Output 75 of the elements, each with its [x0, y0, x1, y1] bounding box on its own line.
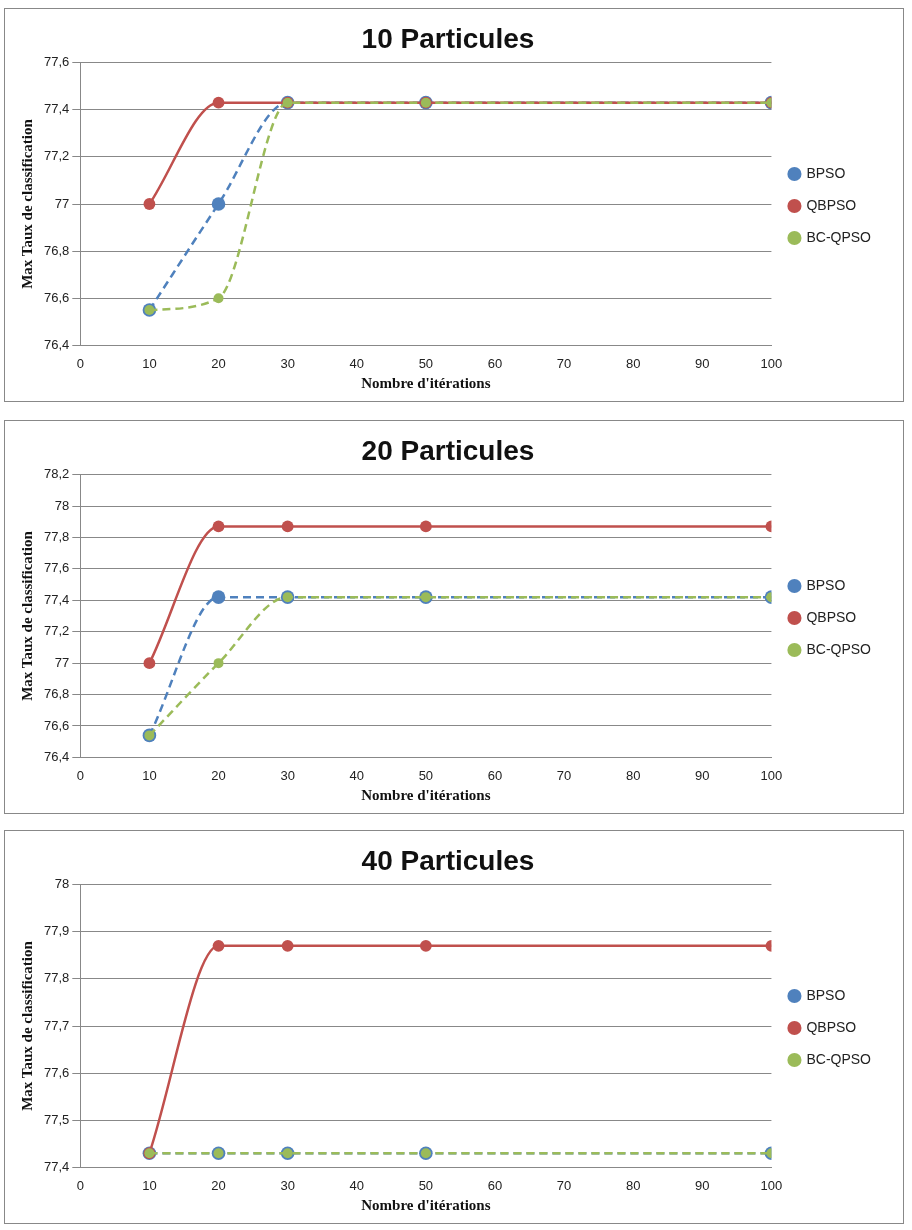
y-tick-label: 76,6: [43, 717, 70, 733]
legend-label: QBPSO: [806, 608, 857, 625]
y-tick-label: 77,8: [43, 970, 70, 986]
x-tick-label: 20: [211, 767, 226, 783]
y-tick-label: 77,6: [43, 1064, 70, 1080]
x-tick-label: 0: [76, 355, 84, 371]
x-tick-label: 40: [349, 355, 364, 371]
x-axis-title: Nombre d'itérations: [361, 374, 491, 391]
y-tick-label: 77: [54, 195, 70, 211]
y-tick-label: 77,4: [43, 591, 70, 607]
legend-label: BPSO: [806, 164, 846, 181]
y-tick-label: 76,4: [43, 336, 70, 352]
x-tick-label: 10: [142, 355, 157, 371]
x-tick-label: 70: [556, 767, 572, 783]
x-tick-label: 90: [695, 355, 710, 371]
x-tick-label: 20: [211, 355, 226, 371]
x-tick-label: 50: [418, 355, 434, 371]
x-tick-label: 60: [487, 355, 503, 371]
x-tick-label: 40: [349, 1177, 364, 1193]
y-axis-title: Max Taux de classification: [18, 118, 35, 289]
x-tick-label: 50: [418, 767, 434, 783]
y-axis-title: Max Taux de classification: [18, 530, 35, 701]
x-tick-label: 50: [418, 1177, 434, 1193]
y-tick-label: 76,6: [43, 289, 70, 305]
y-axis-title: Max Taux de classification: [18, 940, 35, 1111]
x-tick-label: 100: [760, 355, 783, 371]
x-tick-label: 100: [760, 1177, 783, 1193]
x-tick-label: 30: [280, 767, 295, 783]
y-tick-label: 76,8: [43, 242, 70, 258]
legend-label: BC-QPSO: [806, 1050, 872, 1067]
x-tick-label: 80: [625, 1177, 641, 1193]
legend-label: BPSO: [806, 576, 846, 593]
x-tick-label: 10: [142, 1177, 157, 1193]
x-tick-label: 40: [349, 767, 364, 783]
y-tick-label: 78,2: [43, 466, 70, 482]
x-tick-label: 10: [142, 767, 157, 783]
legend-label: BC-QPSO: [806, 640, 872, 657]
y-tick-label: 76,8: [43, 686, 70, 702]
y-tick-label: 76,4: [43, 748, 70, 764]
y-tick-label: 77,2: [43, 148, 70, 164]
y-tick-label: 77,4: [43, 1158, 70, 1174]
x-tick-label: 70: [556, 355, 572, 371]
chart-title: 40 Particules: [361, 844, 535, 876]
y-tick-label: 77,6: [43, 560, 70, 576]
y-tick-label: 77,2: [43, 623, 70, 639]
legend-label: BPSO: [806, 986, 846, 1003]
x-axis-title: Nombre d'itérations: [361, 1196, 491, 1213]
x-tick-label: 0: [76, 767, 84, 783]
y-tick-label: 78: [54, 497, 70, 513]
x-tick-label: 90: [695, 767, 710, 783]
y-tick-label: 77,6: [43, 54, 70, 70]
legend-label: QBPSO: [806, 196, 857, 213]
x-tick-label: 80: [625, 767, 641, 783]
x-axis-title: Nombre d'itérations: [361, 786, 491, 803]
legend-label: QBPSO: [806, 1018, 857, 1035]
y-tick-label: 77,7: [43, 1017, 70, 1033]
x-tick-label: 90: [695, 1177, 710, 1193]
y-tick-label: 77,4: [43, 101, 70, 117]
x-tick-label: 30: [280, 355, 295, 371]
chart-title: 10 Particules: [361, 22, 535, 54]
x-tick-label: 30: [280, 1177, 295, 1193]
y-tick-label: 77,5: [43, 1111, 70, 1127]
x-tick-label: 60: [487, 1177, 503, 1193]
x-tick-label: 20: [211, 1177, 226, 1193]
y-tick-label: 77: [54, 654, 70, 670]
chart-title: 20 Particules: [361, 434, 535, 466]
x-tick-label: 60: [487, 767, 503, 783]
y-tick-label: 77,9: [43, 923, 70, 939]
y-tick-label: 78: [54, 876, 70, 892]
x-tick-label: 80: [625, 355, 641, 371]
x-tick-label: 0: [76, 1177, 84, 1193]
y-tick-label: 77,8: [43, 529, 70, 545]
legend-label: BC-QPSO: [806, 228, 872, 245]
x-tick-label: 70: [556, 1177, 572, 1193]
x-tick-label: 100: [760, 767, 783, 783]
